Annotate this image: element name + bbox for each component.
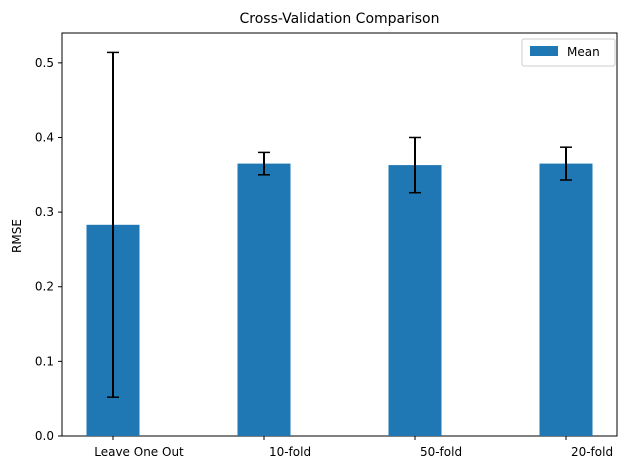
x-tick-label: 50-fold [420, 445, 462, 459]
legend-swatch [530, 46, 558, 56]
legend-label: Mean [567, 45, 600, 59]
x-tick-label: Leave One Out [94, 445, 184, 459]
bar-2 [237, 163, 291, 436]
legend: Mean [521, 38, 616, 67]
chart-title: Cross-Validation Comparison [239, 11, 439, 27]
plot-frame [61, 32, 618, 437]
y-tick-label: 0.2 [35, 280, 54, 294]
plot-area [61, 32, 618, 437]
y-tick-label: 0.5 [35, 56, 54, 70]
y-axis-ticks: 0.0 0.1 0.2 0.3 0.4 0.5 [35, 56, 62, 443]
bar-3 [388, 165, 442, 436]
x-axis-ticks: Leave One Out 10-fold 50-fold 20-fold [94, 436, 613, 459]
y-tick-label: 0.4 [35, 130, 54, 144]
error-bars-group [107, 51, 572, 398]
y-tick-label: 0.1 [35, 354, 54, 368]
x-tick-label: 20-fold [571, 445, 613, 459]
bar-4 [539, 163, 593, 436]
x-tick-label: 10-fold [269, 445, 311, 459]
y-tick-label: 0.0 [35, 429, 54, 443]
legend-box [521, 38, 616, 67]
y-axis-label: RMSE [10, 219, 24, 253]
y-tick-label: 0.3 [35, 205, 54, 219]
bars-group [86, 163, 593, 436]
